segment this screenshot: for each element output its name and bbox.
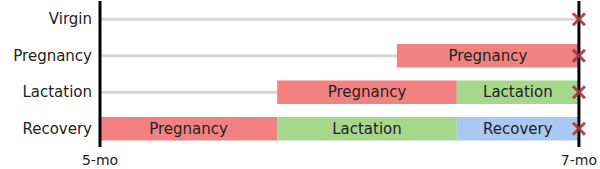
svg-text:7-mo: 7-mo bbox=[561, 152, 597, 168]
svg-text:Virgin: Virgin bbox=[49, 10, 92, 28]
svg-text:Pregnancy: Pregnancy bbox=[449, 47, 528, 65]
svg-text:5-mo: 5-mo bbox=[82, 152, 118, 168]
svg-text:Lactation: Lactation bbox=[22, 83, 92, 101]
svg-text:Lactation: Lactation bbox=[332, 120, 402, 138]
svg-text:Recovery: Recovery bbox=[22, 120, 92, 138]
svg-text:Pregnancy: Pregnancy bbox=[328, 83, 407, 101]
svg-text:Lactation: Lactation bbox=[483, 83, 553, 101]
svg-text:Recovery: Recovery bbox=[483, 120, 553, 138]
svg-text:Pregnancy: Pregnancy bbox=[13, 47, 92, 65]
svg-text:Pregnancy: Pregnancy bbox=[149, 120, 228, 138]
